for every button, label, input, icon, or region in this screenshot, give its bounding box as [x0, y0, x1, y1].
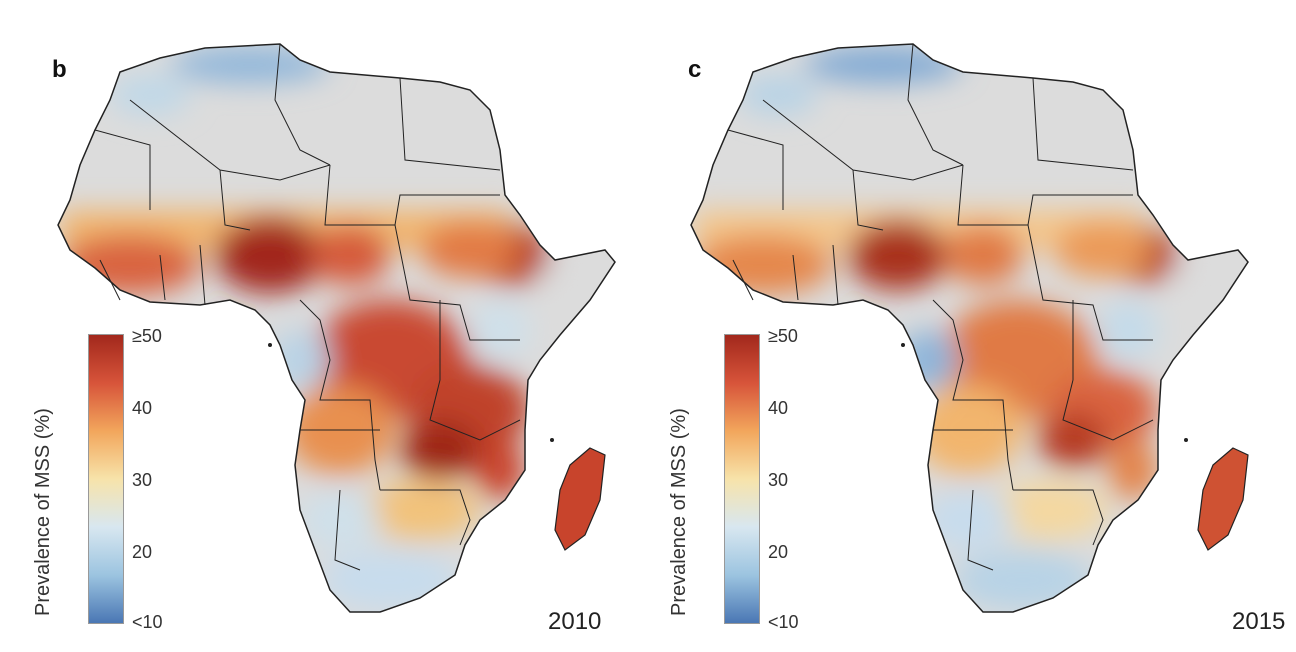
colorbar-tick: 30: [132, 470, 153, 490]
colorbar-label: Prevalence of MSS (%): [32, 408, 54, 616]
colorbar-tick: 40: [768, 398, 789, 418]
colorbar: [724, 334, 760, 624]
country-borders-2010: [94, 43, 521, 571]
colorbar-label: Prevalence of MSS (%): [668, 408, 690, 616]
colorbar-tick: 40: [132, 398, 153, 418]
africa-map-2010: [57, 43, 616, 613]
madagascar-2010: [554, 447, 606, 551]
colorbar-tick: <10: [132, 612, 163, 632]
colorbar-tick: <10: [768, 612, 799, 632]
map-panel-2010: b Prevalence of MSS (%) ≥50 40 30 20 <10…: [32, 43, 616, 635]
panel-letter: b: [52, 56, 67, 83]
colorbar-tick: 20: [132, 542, 153, 562]
panel-letter: c: [688, 56, 702, 83]
colorbar-tick: 20: [768, 542, 789, 562]
year-label: 2010: [548, 608, 602, 635]
map-panel-2015: c Prevalence of MSS (%) ≥50 40 30 20 <10…: [648, 0, 1296, 652]
colorbar-tick: ≥50: [132, 326, 162, 346]
africa-map-2015: [690, 43, 1249, 613]
country-borders-2015: [727, 43, 1154, 571]
colorbar-tick: 30: [768, 470, 789, 490]
year-label: 2015: [1232, 608, 1286, 635]
madagascar-2015: [1197, 447, 1249, 551]
colorbar: [88, 334, 124, 624]
colorbar-tick: ≥50: [768, 326, 798, 346]
